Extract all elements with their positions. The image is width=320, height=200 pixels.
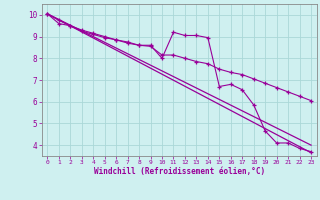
X-axis label: Windchill (Refroidissement éolien,°C): Windchill (Refroidissement éolien,°C) [94, 167, 265, 176]
